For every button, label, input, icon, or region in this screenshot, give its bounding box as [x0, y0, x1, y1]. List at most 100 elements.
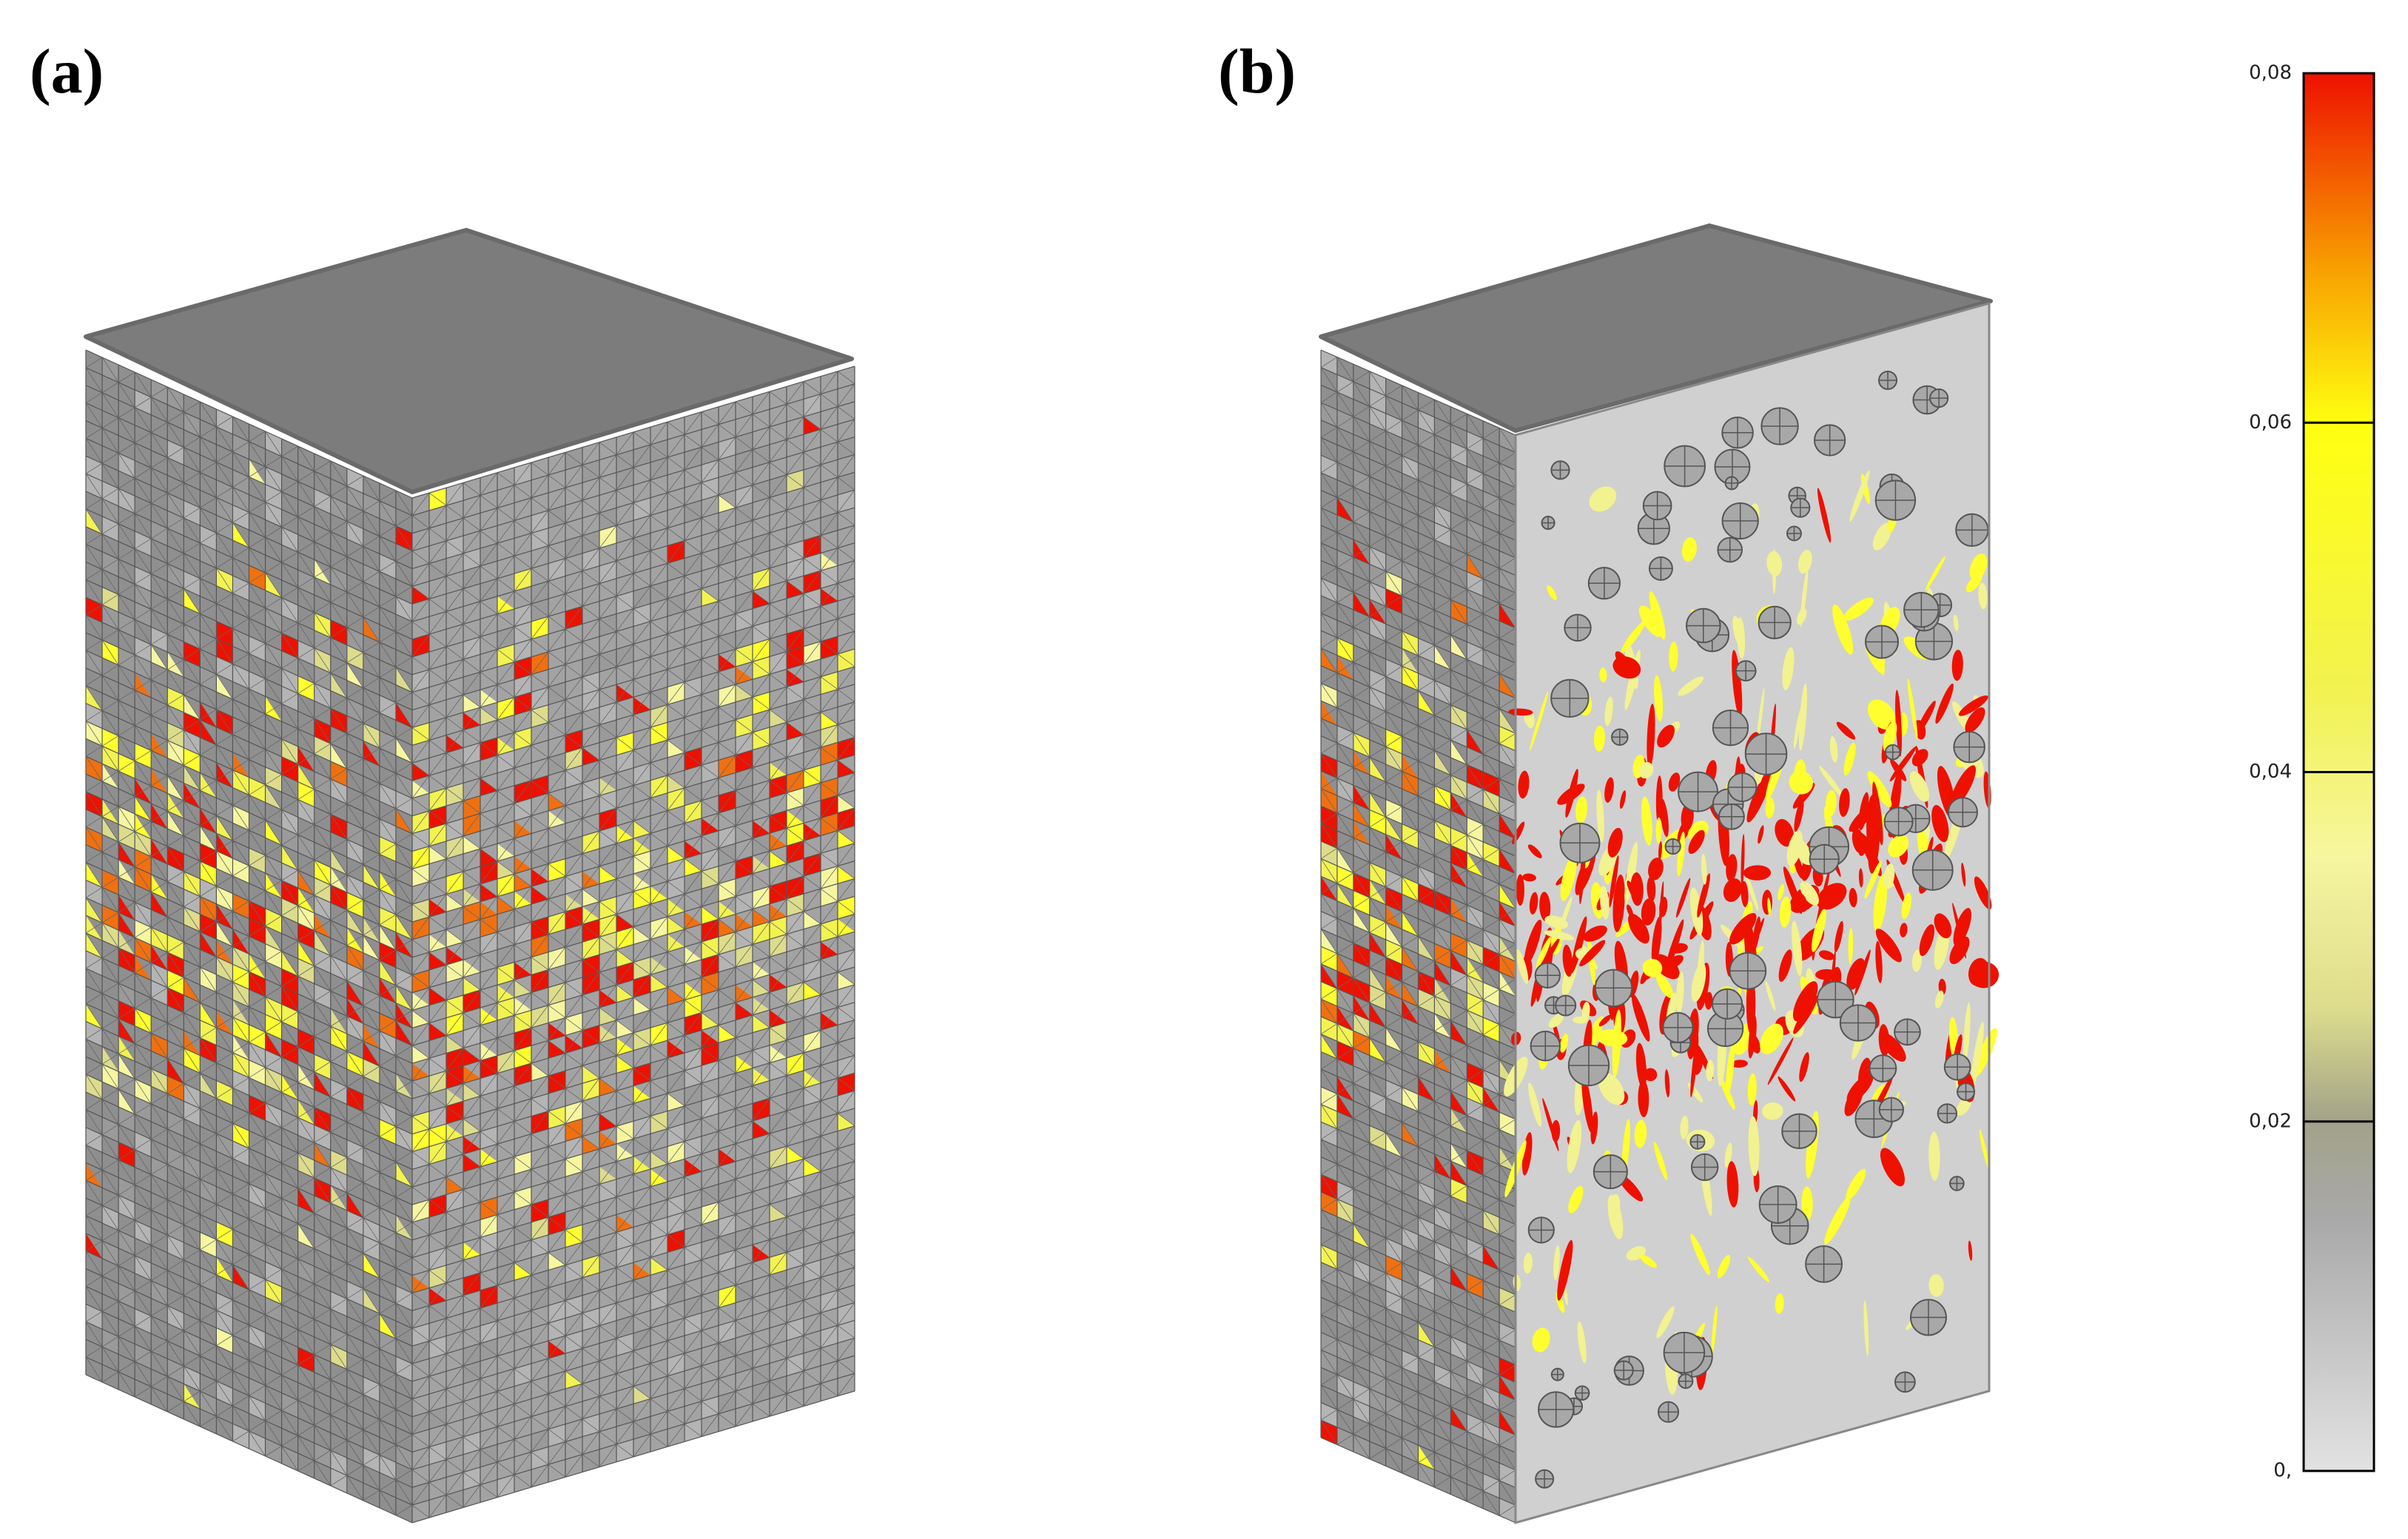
mesh-line: [616, 468, 633, 491]
mesh-line: [770, 863, 787, 886]
mesh-line: [315, 860, 331, 885]
mesh-line: [363, 829, 380, 855]
mesh-line: [616, 1210, 633, 1233]
mesh-line: [650, 863, 667, 886]
mesh-line: [167, 1165, 184, 1190]
mesh-line: [821, 795, 838, 818]
mesh-line: [266, 1050, 282, 1075]
mesh-line: [298, 605, 315, 630]
mesh-line: [514, 869, 531, 892]
mesh-line: [1321, 841, 1337, 866]
mesh-line: [135, 531, 151, 556]
mesh-line: [736, 1210, 753, 1233]
mesh-line: [719, 1373, 736, 1396]
mesh-line: [565, 1154, 582, 1177]
mesh-line: [298, 1117, 315, 1142]
mesh-line: [719, 1038, 736, 1061]
mesh-line: [565, 1260, 582, 1283]
mesh-line: [667, 700, 685, 723]
mesh-line: [347, 1458, 363, 1483]
mesh-line: [167, 1306, 184, 1331]
mesh-line: [151, 804, 167, 829]
mesh-line: [736, 1386, 753, 1409]
mesh-line: [599, 1179, 616, 1202]
mesh-line: [719, 667, 736, 690]
mesh-line: [531, 546, 548, 569]
mesh-line: [266, 1120, 282, 1145]
strain-cell: [497, 596, 515, 614]
mesh-line: [1419, 937, 1435, 961]
mesh-line: [135, 585, 151, 610]
mesh-line: [216, 462, 232, 488]
mesh-line: [184, 1031, 200, 1056]
mesh-line: [1321, 964, 1337, 989]
mesh-line: [282, 651, 298, 676]
mesh-line: [770, 1164, 787, 1187]
mesh-line: [266, 626, 282, 651]
mesh-line: [1386, 1378, 1402, 1403]
mesh-line: [753, 462, 770, 485]
mesh-line: [616, 821, 633, 843]
mesh-line: [650, 1146, 667, 1169]
mesh-line: [821, 1219, 838, 1242]
mesh-line: [480, 1285, 497, 1308]
mesh-line: [667, 1088, 685, 1111]
mesh-line: [719, 455, 736, 478]
mesh-line: [616, 1280, 633, 1303]
mesh-line: [497, 733, 514, 755]
mesh-line: [86, 1110, 102, 1135]
mesh-line: [753, 886, 770, 909]
mesh-line: [633, 940, 650, 963]
mesh-line: [282, 880, 298, 906]
mesh-line: [1353, 557, 1370, 582]
mesh-line: [804, 1225, 821, 1247]
mesh-line: [151, 503, 167, 528]
mesh-line: [1337, 1375, 1353, 1399]
mesh-line: [266, 1333, 282, 1358]
mesh-line: [429, 752, 446, 775]
mesh-line: [1419, 849, 1435, 873]
mesh-line: [282, 1234, 298, 1259]
mesh-line: [667, 1053, 685, 1076]
mesh-line: [667, 788, 685, 811]
mesh-line: [167, 741, 184, 766]
mesh-line: [804, 1260, 821, 1283]
mesh-line: [315, 507, 331, 532]
mesh-line: [463, 1079, 480, 1102]
mesh-line: [1353, 610, 1370, 634]
strain-cell: [531, 1063, 549, 1081]
mesh-line: [685, 1225, 702, 1247]
strain-cell: [838, 919, 855, 937]
strain-cell: [463, 1065, 481, 1084]
mesh-line: [118, 948, 135, 973]
mesh-line: [266, 1438, 282, 1464]
strain-cell: [702, 588, 719, 607]
mesh-line: [1450, 705, 1467, 730]
mesh-line: [216, 1381, 232, 1406]
mesh-line: [1434, 891, 1450, 915]
mesh-line: [118, 683, 135, 708]
mesh-line: [463, 513, 480, 536]
mesh-line: [412, 881, 429, 904]
mesh-line: [86, 721, 102, 746]
mesh-line: [200, 543, 216, 568]
mesh-line: [719, 861, 736, 884]
mesh-line: [315, 1125, 331, 1150]
mesh-line: [1419, 1235, 1435, 1259]
mesh-line: [565, 818, 582, 841]
mesh-line: [380, 660, 396, 685]
mesh-line: [298, 852, 315, 878]
mesh-line: [463, 1220, 480, 1243]
mesh-line: [1450, 653, 1467, 677]
mesh-line: [380, 889, 396, 915]
mesh-line: [1419, 533, 1435, 557]
mesh-line: [102, 764, 118, 789]
mesh-line: [1386, 1361, 1402, 1385]
mesh-line: [266, 909, 282, 934]
mesh-line: [396, 738, 412, 763]
strain-cell: [803, 982, 821, 1000]
mesh-line: [548, 1159, 565, 1182]
mesh-line: [548, 770, 565, 793]
mesh-line: [497, 1369, 514, 1392]
strain-cell: [151, 838, 168, 864]
